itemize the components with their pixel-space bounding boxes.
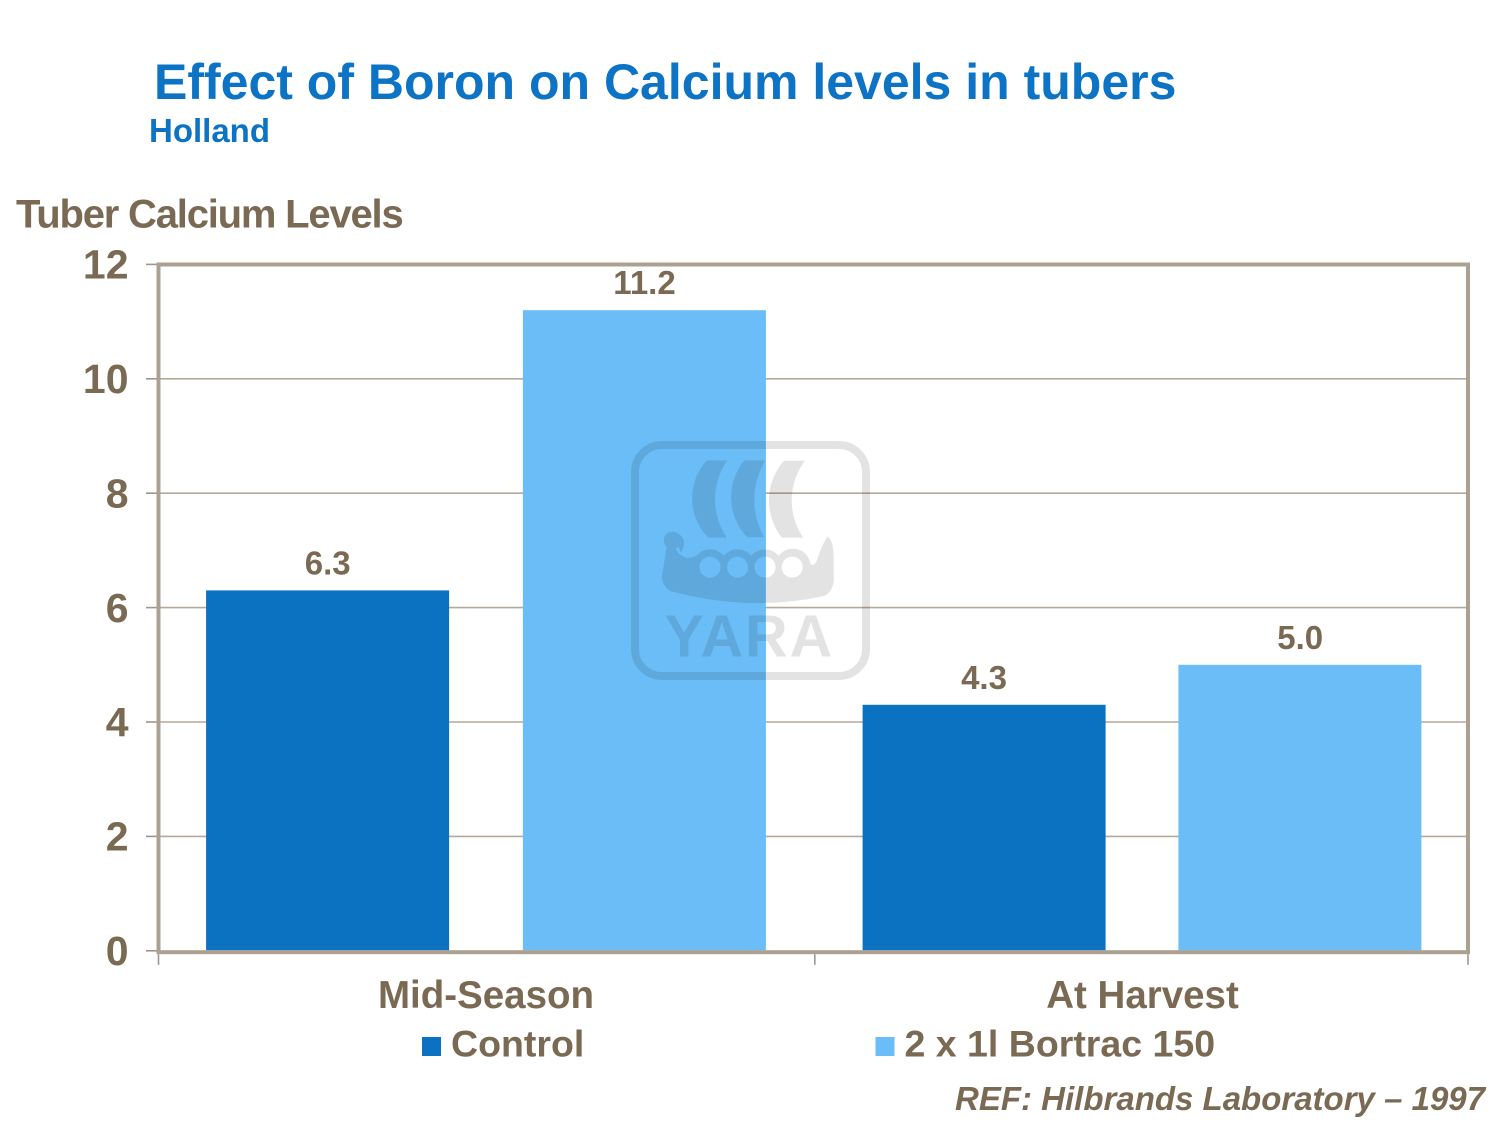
- svg-text:10: 10: [83, 356, 129, 402]
- svg-text:0: 0: [106, 928, 129, 974]
- svg-text:11.2: 11.2: [613, 264, 675, 301]
- svg-text:At Harvest: At Harvest: [1046, 974, 1239, 1017]
- svg-text:Tuber Calcium Levels: Tuber Calcium Levels: [16, 193, 403, 237]
- svg-text:4.3: 4.3: [961, 659, 1007, 696]
- svg-text:8: 8: [106, 470, 129, 516]
- svg-text:6.3: 6.3: [305, 544, 351, 581]
- svg-text:2: 2: [106, 814, 129, 860]
- svg-text:Mid-Season: Mid-Season: [378, 974, 594, 1017]
- svg-text:12: 12: [83, 242, 129, 288]
- svg-text:4: 4: [106, 699, 129, 745]
- svg-text:6: 6: [106, 585, 129, 631]
- svg-text:Control: Control: [451, 1023, 584, 1065]
- svg-text:Effect of Boron on Calcium lev: Effect of Boron on Calcium levels in tub…: [154, 54, 1176, 110]
- svg-text:REF: Hilbrands Laboratory – 19: REF: Hilbrands Laboratory – 1997: [955, 1080, 1487, 1117]
- svg-text:2 x 1l Bortrac 150: 2 x 1l Bortrac 150: [905, 1023, 1216, 1065]
- svg-text:Holland: Holland: [149, 112, 270, 149]
- svg-text:5.0: 5.0: [1277, 619, 1323, 656]
- svg-text:YARA: YARA: [665, 604, 835, 670]
